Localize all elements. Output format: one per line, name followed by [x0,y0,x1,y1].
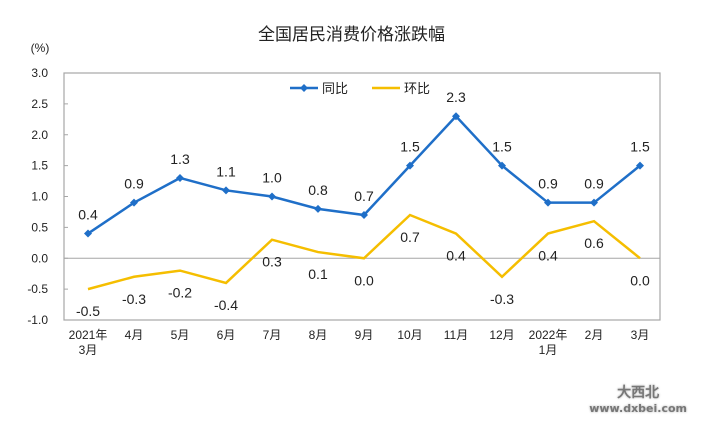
data-label: 0.9 [584,176,604,192]
data-label: -0.3 [490,291,514,307]
data-label: -0.3 [122,291,146,307]
x-tick-label: 2021年 [69,328,108,342]
x-tick-label: 11月 [444,328,468,342]
y-tick-label: -1.0 [27,313,48,327]
data-label: 1.5 [630,139,650,155]
y-tick-label: 0.0 [31,251,48,265]
data-label: 0.7 [400,229,420,245]
data-label: 0.7 [354,188,374,204]
data-label: -0.2 [168,285,192,301]
y-tick-label: -0.5 [27,282,48,296]
data-point [268,192,276,201]
data-label: 0.4 [78,207,98,223]
legend-marker [300,84,308,92]
data-point [544,198,552,207]
data-label: -0.4 [214,297,238,313]
x-tick-label: 4月 [125,328,144,342]
data-label: 0.8 [308,182,328,198]
x-tick-label: 2022年 [529,328,568,342]
data-label: 0.9 [538,176,558,192]
legend-label: 同比 [322,81,348,96]
x-tick-label: 8月 [309,328,328,342]
x-tick-label: 3月 [79,343,98,357]
x-tick-label: 3月 [631,328,650,342]
data-label: 0.6 [584,235,604,251]
legend-label: 环比 [404,81,430,96]
data-label: 1.3 [170,151,190,167]
data-point [590,198,598,207]
x-tick-label: 9月 [355,328,374,342]
y-tick-label: 1.5 [31,159,48,173]
x-tick-label: 1月 [539,343,558,357]
data-point [130,198,138,207]
watermark-logo: 大西北 www.dxbei.com [589,385,687,415]
data-point [314,204,322,213]
x-tick-label: 12月 [489,328,514,342]
data-point [360,211,368,220]
data-label: 1.1 [216,163,236,179]
x-tick-label: 2月 [585,328,604,342]
x-tick-label: 6月 [217,328,236,342]
y-tick-label: 2.0 [31,128,48,142]
data-point [406,161,414,170]
data-label: 0.3 [262,254,282,270]
data-point [452,112,460,121]
data-label: 2.3 [446,89,466,105]
y-tick-label: 3.0 [31,66,48,80]
data-label: 0.9 [124,176,144,192]
data-label: 0.0 [630,272,650,288]
data-label: 1.5 [492,139,512,155]
y-tick-label: 0.5 [31,220,48,234]
data-label: 0.4 [538,248,558,264]
data-label: 1.0 [262,170,282,186]
data-point [176,173,184,182]
x-tick-label: 5月 [171,328,190,342]
data-label: 0.1 [308,266,328,282]
y-tick-label: 2.5 [31,97,48,111]
data-point [498,161,506,170]
y-tick-label: 1.0 [31,190,48,204]
x-tick-label: 10月 [397,328,422,342]
data-point [222,186,230,195]
data-point [636,161,644,170]
y-axis-label: (%) [31,41,50,55]
data-label: 0.0 [354,272,374,288]
data-point [84,229,92,238]
series-line-1 [87,213,641,291]
data-label: -0.5 [76,303,100,319]
data-label: 0.4 [446,248,466,264]
chart-title: 全国居民消费价格涨跌幅 [258,25,445,45]
x-tick-label: 7月 [263,328,282,342]
data-label: 1.5 [400,139,420,155]
